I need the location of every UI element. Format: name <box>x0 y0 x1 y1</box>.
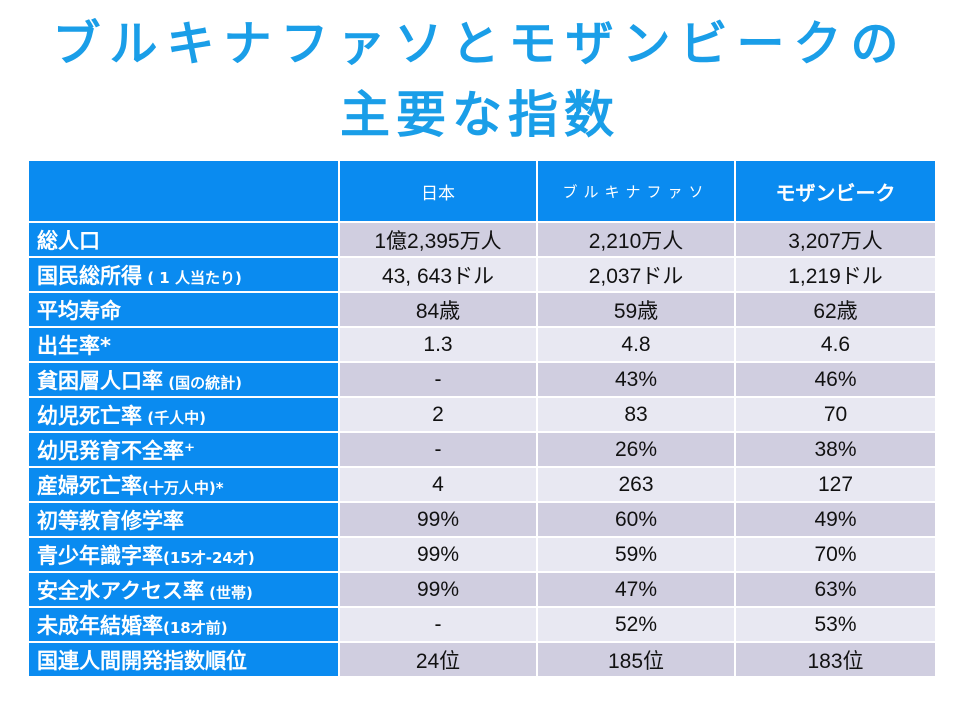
cell-burkina: 52% <box>536 606 736 643</box>
cell-japan: 4 <box>338 466 538 503</box>
cell-japan: 99% <box>338 571 538 608</box>
table-row: 安全水アクセス率 (世帯) 99% 47% 63% <box>27 571 937 608</box>
cell-japan: 1億2,395万人 <box>338 221 538 258</box>
cell-burkina: 59歳 <box>536 291 736 328</box>
row-label: 青少年識字率(15才-24才) <box>27 536 340 573</box>
table-row: 貧困層人口率 (国の統計) -43% 46% <box>27 361 937 398</box>
table-row: 平均寿命 84歳 59歳 62歳 <box>27 291 937 328</box>
table-row: 幼児死亡率 (千人中) 2 83 70 <box>27 396 937 433</box>
cell-burkina: 26% <box>536 431 736 468</box>
cell-mozambique: 38% <box>734 431 937 468</box>
row-label-text: 幼児死亡率 <box>37 403 142 428</box>
row-label: 産婦死亡率(十万人中)* <box>27 466 340 503</box>
row-label-text: 平均寿命 <box>37 298 121 323</box>
cell-burkina: 83 <box>536 396 736 433</box>
table-row: 国民総所得 ( 1 人当たり) 43, 643ドル 2,037ドル 1,219ドル <box>27 256 937 293</box>
row-label-text: 貧困層人口率 <box>37 368 163 393</box>
row-label: 総人口 <box>27 221 340 258</box>
row-label-note: (18才前) <box>163 618 228 637</box>
cell-japan: 43, 643ドル <box>338 256 538 293</box>
table-row: 総人口 1億2,395万人 2,210万人 3,207万人 <box>27 221 937 258</box>
cell-burkina: 263 <box>536 466 736 503</box>
row-label: 平均寿命 <box>27 291 340 328</box>
cell-burkina: 185位 <box>536 641 736 678</box>
row-label-note: (十万人中)* <box>142 478 224 497</box>
header-japan: 日本 <box>338 159 538 223</box>
row-label: 未成年結婚率(18才前) <box>27 606 340 643</box>
slide-title-line2: 主要な指数 <box>340 86 620 144</box>
row-label: 国民総所得 ( 1 人当たり) <box>27 256 340 293</box>
cell-burkina: 4.8 <box>536 326 736 363</box>
row-label: 安全水アクセス率 (世帯) <box>27 571 340 608</box>
row-label: 初等教育修学率 <box>27 501 340 538</box>
row-label-text: 出生率* <box>37 333 111 358</box>
row-label-text: 幼児発育不全率⁺ <box>37 438 196 463</box>
cell-burkina: 43% <box>536 361 736 398</box>
cell-mozambique: 46% <box>734 361 937 398</box>
table-row: 産婦死亡率(十万人中)* 4 263 127 <box>27 466 937 503</box>
row-label: 幼児発育不全率⁺ <box>27 431 340 468</box>
cell-mozambique: 53% <box>734 606 937 643</box>
row-label-note: ( 1 人当たり) <box>142 268 242 287</box>
cell-japan: 99% <box>338 536 538 573</box>
table-row: 出生率* 1.3 4.8 4.6 <box>27 326 937 363</box>
row-label-note: (15才-24才) <box>163 548 255 567</box>
table-row: 初等教育修学率 99% 60% 49% <box>27 501 937 538</box>
cell-mozambique: 70 <box>734 396 937 433</box>
cell-mozambique: 63% <box>734 571 937 608</box>
table-row: 青少年識字率(15才-24才) 99% 59% 70% <box>27 536 937 573</box>
header-row: 日本 ブルキナファソ モザンビーク <box>27 159 937 223</box>
cell-japan: 24位 <box>338 641 538 678</box>
cell-japan: 84歳 <box>338 291 538 328</box>
cell-japan: 2 <box>338 396 538 433</box>
cell-mozambique: 3,207万人 <box>734 221 937 258</box>
table-row: 未成年結婚率(18才前) -52% 53% <box>27 606 937 643</box>
cell-burkina: 60% <box>536 501 736 538</box>
table-row: 幼児発育不全率⁺ -26% 38% <box>27 431 937 468</box>
cell-japan: 99% <box>338 501 538 538</box>
cell-mozambique: 62歳 <box>734 291 937 328</box>
row-label-note: (世帯) <box>203 583 253 602</box>
slide-title-line1: ブルキナファソとモザンビークの <box>52 16 908 72</box>
cell-mozambique: 127 <box>734 466 937 503</box>
cell-japan: - <box>338 431 538 468</box>
cell-mozambique: 183位 <box>734 641 937 678</box>
row-label: 出生率* <box>27 326 340 363</box>
row-label-note: (国の統計) <box>163 373 242 392</box>
row-label-text: 国連人間開発指数順位 <box>37 648 247 673</box>
row-label-text: 未成年結婚率 <box>37 613 163 638</box>
header-mozambique: モザンビーク <box>734 159 937 223</box>
row-label-text: 国民総所得 <box>37 263 142 288</box>
row-label: 幼児死亡率 (千人中) <box>27 396 340 433</box>
cell-japan: - <box>338 361 538 398</box>
row-label-note: (千人中) <box>142 408 206 427</box>
cell-burkina: 2,037ドル <box>536 256 736 293</box>
row-label-text: 安全水アクセス率 <box>37 578 204 603</box>
header-empty <box>27 159 340 223</box>
cell-burkina: 2,210万人 <box>536 221 736 258</box>
row-label: 国連人間開発指数順位 <box>27 641 340 678</box>
indicator-table: 日本 ブルキナファソ モザンビーク 総人口 1億2,395万人 2,210万人 3,2… <box>27 159 937 678</box>
row-label-text: 総人口 <box>37 228 100 253</box>
cell-mozambique: 4.6 <box>734 326 937 363</box>
row-label: 貧困層人口率 (国の統計) <box>27 361 340 398</box>
cell-mozambique: 49% <box>734 501 937 538</box>
row-label-text: 青少年識字率 <box>37 543 163 568</box>
row-label-text: 初等教育修学率 <box>37 508 184 533</box>
cell-japan: 1.3 <box>338 326 538 363</box>
cell-japan: - <box>338 606 538 643</box>
table-row: 国連人間開発指数順位 24位 185位 183位 <box>27 641 937 678</box>
cell-mozambique: 1,219ドル <box>734 256 937 293</box>
row-label-text: 産婦死亡率 <box>37 473 142 498</box>
cell-mozambique: 70% <box>734 536 937 573</box>
header-burkina-faso: ブルキナファソ <box>536 159 736 223</box>
cell-burkina: 47% <box>536 571 736 608</box>
cell-burkina: 59% <box>536 536 736 573</box>
